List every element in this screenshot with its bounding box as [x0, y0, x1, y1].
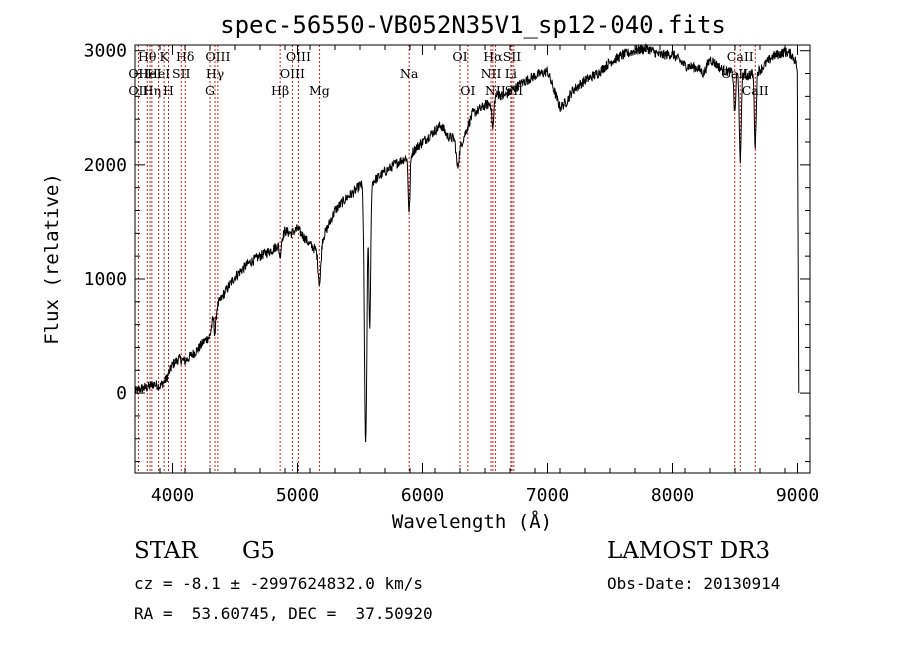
line-label: Na	[400, 66, 419, 81]
y-tick-label: 1000	[84, 269, 127, 290]
obs-date: Obs-Date: 20130914	[607, 574, 781, 593]
line-label: Hθ	[138, 49, 156, 64]
line-label: HeI	[138, 66, 161, 81]
x-tick-label: 4000	[151, 485, 194, 506]
line-label: Hα	[483, 49, 503, 64]
line-label: Hη	[143, 83, 161, 98]
y-axis-ticks: 0 1000 2000 3000	[84, 41, 810, 463]
line-label: OI	[460, 83, 475, 98]
line-label: SII	[503, 49, 522, 64]
y-tick-label: 0	[116, 383, 127, 404]
line-label: OI	[452, 49, 467, 64]
line-label: G	[205, 83, 215, 98]
chart-title: spec-56550-VB052N35V1_sp12-040.fits	[220, 11, 726, 39]
object-subclass: G5	[242, 538, 276, 564]
y-tick-label: 3000	[84, 41, 127, 62]
line-label: Mg	[309, 83, 330, 98]
x-tick-label: 6000	[401, 485, 444, 506]
redshift-text: cz = -8.1 ± -2997624832.0 km/s	[134, 574, 423, 593]
line-label: K	[159, 49, 169, 64]
flux-series-line	[134, 43, 800, 443]
y-axis-label: Flux (relative)	[41, 173, 63, 345]
y-tick-label: 2000	[84, 155, 127, 176]
line-label: CaII	[727, 49, 754, 64]
line-label: OIII	[205, 49, 230, 64]
object-class: STAR	[134, 538, 198, 564]
line-label: Hδ	[176, 49, 194, 64]
radec-text: RA = 53.60745, DEC = 37.50920	[134, 604, 433, 623]
spectral-line-labels: OIIOIIHθHeIHηHeIKHSIIHδGHγOIIIHβOIIIOIII…	[128, 49, 768, 98]
line-label: H	[163, 83, 174, 98]
x-tick-label: 5000	[276, 485, 319, 506]
line-label: NII	[481, 66, 502, 81]
x-tick-label: 7000	[526, 485, 569, 506]
line-label: OIII	[280, 66, 305, 81]
plot-frame	[134, 44, 811, 474]
line-label: Hβ	[271, 83, 289, 98]
line-label: SII	[172, 66, 191, 81]
x-tick-label: 8000	[651, 485, 694, 506]
line-label: CaII	[742, 83, 769, 98]
line-label: HeI	[147, 66, 170, 81]
spectral-line-markers	[137, 45, 756, 473]
x-axis-ticks: 4000 5000 6000 7000 8000 9000	[134, 45, 819, 506]
line-label: OII	[128, 83, 148, 98]
x-axis-label: Wavelength (Å)	[392, 510, 552, 533]
survey-name: LAMOST DR3	[607, 538, 771, 564]
line-label: OIII	[286, 49, 311, 64]
x-tick-label: 9000	[776, 485, 819, 506]
line-label: Li	[505, 66, 517, 81]
line-label: Hγ	[206, 66, 224, 81]
